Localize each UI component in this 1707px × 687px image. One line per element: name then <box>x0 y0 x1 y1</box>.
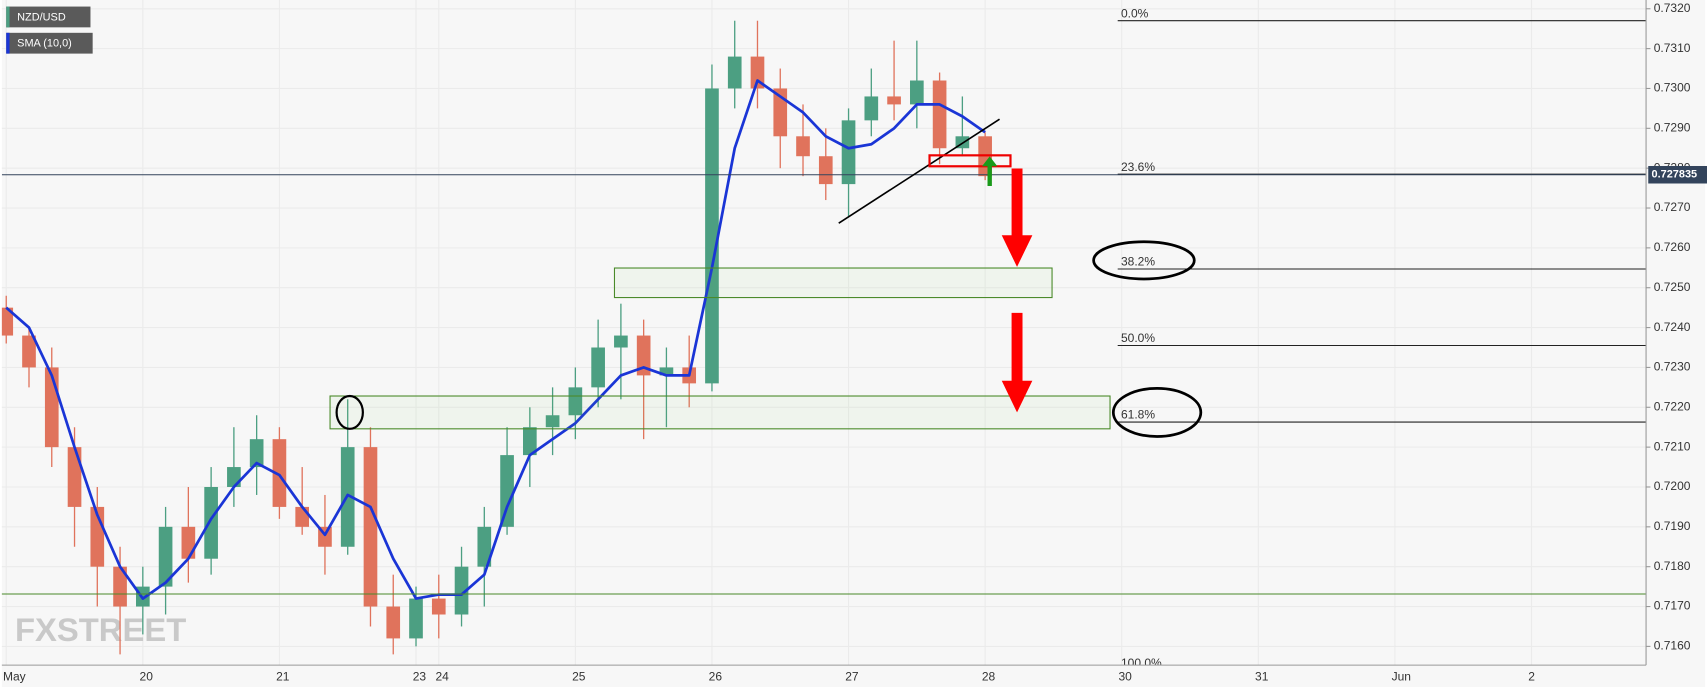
candle-body <box>705 88 719 384</box>
candle-body <box>750 56 765 89</box>
y-tick-label: 0.7300 <box>1654 81 1691 95</box>
candle-body <box>591 347 605 388</box>
candle-body <box>818 156 833 185</box>
annotations <box>1 118 1647 595</box>
fib-label: 38.2% <box>1121 255 1155 269</box>
candle-body <box>431 598 446 615</box>
fib-label: 0.0% <box>1121 6 1149 20</box>
x-tick-label: 23 <box>413 669 427 683</box>
x-tick-label: 25 <box>572 669 586 683</box>
candle-body <box>727 56 742 89</box>
candle-body <box>454 566 469 615</box>
y-tick-label: 0.7320 <box>1654 1 1691 15</box>
candle-body <box>363 447 378 607</box>
candle-body <box>636 335 651 376</box>
candle-body <box>1 307 14 336</box>
y-tick-label: 0.7190 <box>1654 519 1691 533</box>
y-tick-label: 0.7180 <box>1654 559 1691 573</box>
up-arrow <box>982 156 998 186</box>
fib-label: 100.0% <box>1121 656 1162 670</box>
sma-line <box>5 79 986 600</box>
candle-body <box>955 136 970 149</box>
zone-box <box>613 267 1053 299</box>
x-tick-label: 20 <box>140 669 154 683</box>
fib-label: 61.8% <box>1121 408 1155 422</box>
circle-marker <box>1111 386 1203 438</box>
candle-body <box>614 335 628 348</box>
y-tick-label: 0.7250 <box>1654 280 1691 294</box>
fib-label: 50.0% <box>1121 331 1155 345</box>
x-tick-label: 26 <box>709 669 723 683</box>
candle-body <box>181 526 196 559</box>
y-tick-label: 0.7230 <box>1654 360 1691 374</box>
x-tick-label: 21 <box>276 669 290 683</box>
y-tick-label: 0.7240 <box>1654 320 1691 334</box>
candle-body <box>477 526 492 567</box>
candle-body <box>841 120 856 185</box>
candle-body <box>113 566 127 607</box>
down-arrow <box>1001 312 1033 413</box>
x-tick-label: 31 <box>1255 669 1269 683</box>
candle-body <box>568 387 583 416</box>
candle-body <box>295 506 310 527</box>
circle-marker <box>1092 240 1196 281</box>
candle-body <box>272 439 287 507</box>
x-tick-label: 24 <box>435 669 449 683</box>
candle-body <box>158 526 173 587</box>
candle-body <box>500 455 514 527</box>
candle-body <box>204 486 218 559</box>
candle-body <box>910 80 924 105</box>
legend-swatch <box>6 32 10 54</box>
candle-body <box>659 367 674 376</box>
candle-body <box>523 427 537 456</box>
x-tick-label: 27 <box>845 669 859 683</box>
candle-body <box>409 598 423 639</box>
x-tick-label: 28 <box>982 669 996 683</box>
candle-body <box>386 606 401 639</box>
candle-body <box>67 447 82 507</box>
candle-body <box>796 136 810 157</box>
y-tick-label: 0.7310 <box>1654 41 1691 55</box>
legend-swatch <box>6 6 10 28</box>
last-price-label: 0.727835 <box>1652 169 1698 181</box>
candle-body <box>227 467 241 487</box>
candle-body <box>932 80 947 149</box>
x-tick-label: 2 <box>1528 669 1535 683</box>
x-tick-label: 30 <box>1118 669 1132 683</box>
legend-box <box>6 32 93 54</box>
y-tick-label: 0.7260 <box>1654 240 1691 254</box>
y-tick-label: 0.7290 <box>1654 120 1691 134</box>
break-box <box>928 154 1012 168</box>
circle-marker <box>335 394 364 430</box>
last-price-tag <box>1648 165 1707 184</box>
candle-body <box>887 96 901 105</box>
watermark: FXSTREET <box>15 611 186 648</box>
y-tick-label: 0.7170 <box>1654 599 1691 613</box>
legend: NZD/USD SMA (10,0) <box>6 6 93 54</box>
legend-label: NZD/USD <box>17 11 66 23</box>
y-tick-label: 0.7270 <box>1654 200 1691 214</box>
candle-body <box>22 335 36 368</box>
x-tick-label: May <box>3 669 26 683</box>
fib-label: 23.6% <box>1121 160 1155 174</box>
legend-box <box>6 6 91 28</box>
legend-label: SMA (10,0) <box>17 38 72 50</box>
y-tick-label: 0.7200 <box>1654 479 1691 493</box>
candle-body <box>545 415 560 428</box>
x-tick-label: Jun <box>1392 669 1411 683</box>
candle-body <box>249 439 264 468</box>
trendline <box>838 118 1000 224</box>
zone-box <box>329 395 1111 430</box>
y-tick-label: 0.7210 <box>1654 439 1691 453</box>
candle-body <box>864 96 879 121</box>
y-tick-label: 0.7220 <box>1654 399 1691 413</box>
y-tick-label: 0.7160 <box>1654 639 1691 653</box>
down-arrow <box>1001 168 1033 267</box>
